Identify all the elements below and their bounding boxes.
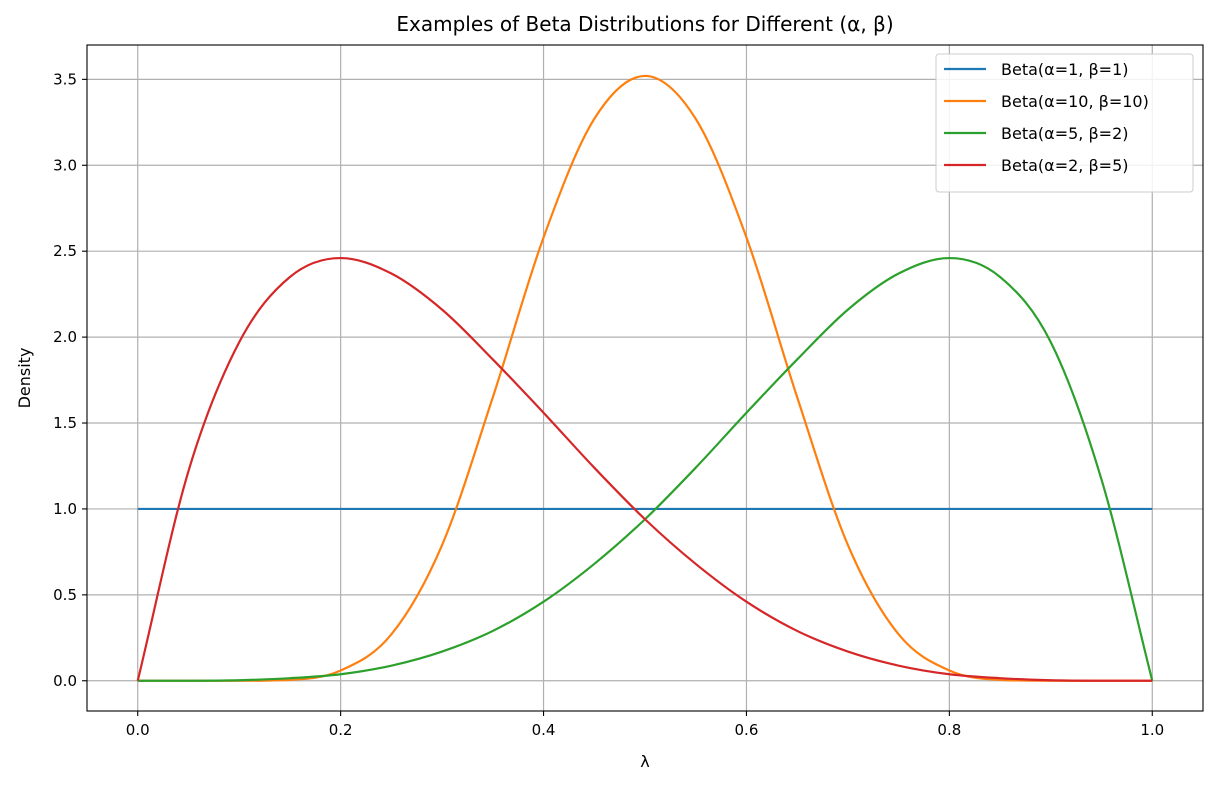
series-group — [136, 74, 1154, 682]
x-tick-label: 1.0 — [1140, 721, 1164, 739]
plot-frame — [86, 44, 1204, 712]
y-tick-label: 0.5 — [53, 586, 77, 604]
y-tick-label: 1.5 — [53, 414, 77, 432]
y-axis-label: Density — [15, 348, 34, 409]
series-line-4 — [136, 256, 1153, 682]
x-axis-ticks: 0.0 0.2 0.4 0.6 0.8 1.0 — [126, 711, 1164, 739]
y-tick-label: 0.0 — [53, 672, 77, 690]
y-tick-label: 1.0 — [53, 500, 77, 518]
chart-title: Examples of Beta Distributions for Diffe… — [396, 12, 893, 36]
y-axis-ticks: 0.0 0.5 1.0 1.5 2.0 2.5 3.0 3.5 — [53, 70, 87, 690]
y-tick-label: 2.0 — [53, 328, 77, 346]
legend-label: Beta(α=5, β=2) — [1001, 124, 1128, 143]
y-tick-label: 2.5 — [53, 242, 77, 260]
y-tick-label: 3.5 — [53, 70, 77, 88]
legend-box — [935, 53, 1194, 193]
series-line-3 — [137, 256, 1154, 682]
x-tick-label: 0.2 — [329, 721, 353, 739]
legend-label: Beta(α=10, β=10) — [1001, 92, 1149, 111]
x-axis-label: λ — [640, 752, 649, 771]
legend-label: Beta(α=1, β=1) — [1001, 60, 1128, 79]
x-tick-label: 0.4 — [532, 721, 556, 739]
legend-label: Beta(α=2, β=5) — [1001, 156, 1128, 175]
y-tick-label: 3.0 — [53, 156, 77, 174]
x-tick-label: 0.6 — [735, 721, 759, 739]
series-line-2 — [137, 74, 1153, 682]
x-tick-label: 0.8 — [937, 721, 961, 739]
legend: Beta(α=1, β=1) Beta(α=10, β=10) Beta(α=5, … — [935, 53, 1194, 193]
x-tick-label: 0.0 — [126, 721, 150, 739]
